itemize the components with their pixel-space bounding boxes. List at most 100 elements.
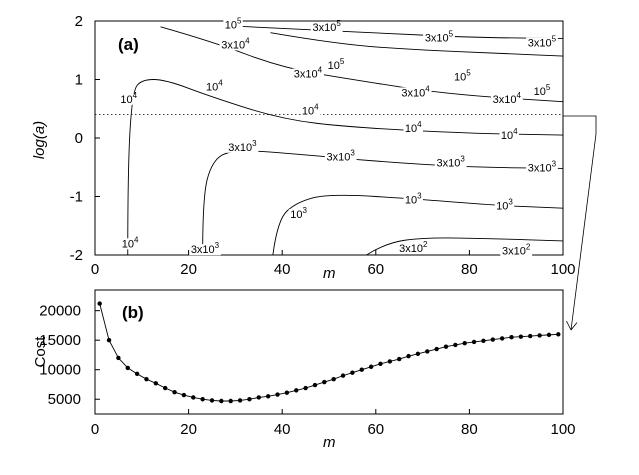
contour-label-backdrop — [397, 242, 430, 254]
contour-label: 104 — [405, 120, 422, 135]
contour-label-backdrop — [310, 21, 343, 33]
cost-point — [359, 367, 364, 372]
contour-label: 3x103 — [327, 149, 356, 164]
contour-label-exponent: 4 — [425, 84, 430, 93]
x-tick-label: 20 — [180, 421, 197, 438]
contour-label-exponent: 3 — [460, 155, 465, 164]
cost-line — [99, 303, 559, 402]
contour-line — [202, 150, 564, 256]
contour-label-base: 10 — [290, 209, 302, 221]
contour-label-backdrop — [403, 194, 423, 206]
cost-point — [125, 365, 130, 371]
y-axis-ticks: -2 -1 0 1 2 — [70, 13, 100, 264]
cost-point — [340, 373, 346, 378]
contour-label: 3x104 — [401, 84, 430, 99]
contour-label-exponent: 5 — [237, 17, 242, 26]
y-tick-label: -1 — [70, 189, 83, 206]
contour-label-exponent: 5 — [336, 19, 341, 28]
contour-label: 103 — [496, 197, 513, 212]
contour-label-backdrop — [292, 68, 324, 80]
connector-arrow — [563, 115, 597, 331]
contour-labels: 1051051051053x1053x1053x1053x1043x1043x1… — [118, 17, 558, 257]
y-tick-label: 2 — [75, 13, 83, 30]
cost-point — [181, 392, 187, 398]
contour-label-exponent: 2 — [423, 240, 428, 249]
x-axis-ticks: 0 20 40 60 80 100 — [91, 409, 576, 438]
contour-label: 105 — [534, 83, 551, 98]
contour-label-backdrop — [500, 245, 533, 257]
y-tick-label: 0 — [75, 130, 83, 147]
cost-point — [462, 340, 467, 346]
contour-label-base: 10 — [496, 200, 508, 212]
contour-label: 104 — [206, 79, 223, 94]
contour-label-backdrop — [494, 200, 515, 212]
contour-label-backdrop — [326, 59, 346, 71]
contour-label-exponent: 4 — [245, 36, 250, 45]
contour-label-exponent: 2 — [526, 242, 531, 251]
cost-point — [275, 392, 280, 397]
contour-label-base: 3x10 — [191, 244, 215, 256]
cost-series — [97, 301, 561, 404]
panel-a-label: (a) — [118, 35, 139, 54]
x-tick-label: 0 — [91, 261, 99, 278]
cost-point — [434, 346, 439, 352]
cost-point — [322, 379, 327, 385]
contour-label-base: 3x10 — [425, 32, 449, 44]
y-tick-label: 1 — [75, 72, 83, 89]
cost-point — [191, 395, 196, 400]
contour-label-backdrop — [226, 141, 259, 153]
contour-label-base: 3x10 — [528, 162, 552, 174]
contour-label-base: 3x10 — [502, 245, 526, 257]
cost-point — [312, 382, 318, 388]
contour-label-base: 10 — [454, 72, 466, 84]
contour-label: 105 — [225, 17, 242, 32]
cost-point — [153, 381, 159, 386]
contour-label: 104 — [120, 91, 137, 106]
contour-label-backdrop — [526, 37, 558, 49]
contour-label-base: 10 — [206, 82, 218, 94]
x-axis-label-a: m — [323, 265, 336, 282]
cost-point — [509, 335, 514, 340]
contour-label: 3x105 — [425, 29, 454, 44]
contour-label-base: 10 — [122, 238, 134, 250]
cost-point — [406, 353, 411, 359]
contour-label-backdrop — [490, 93, 523, 105]
y-tick-label: 5000 — [48, 391, 81, 408]
cost-point — [219, 398, 224, 404]
contour-label-exponent: 3 — [417, 191, 422, 200]
cost-point — [237, 398, 243, 403]
x-tick-label: 60 — [367, 261, 384, 278]
x-tick-label: 80 — [461, 261, 478, 278]
contour-label-backdrop — [288, 209, 309, 221]
contour-label-base: 3x10 — [493, 94, 517, 106]
cost-point — [247, 397, 252, 402]
contour-label-exponent: 3 — [350, 149, 355, 158]
contour-label-exponent: 3 — [552, 159, 557, 168]
contour-label-base: 10 — [501, 130, 513, 142]
contour-label-exponent: 4 — [417, 120, 422, 129]
contour-label: 104 — [302, 103, 319, 118]
contour-label-backdrop — [300, 105, 320, 117]
contour-label-backdrop — [526, 162, 558, 174]
contour-label-exponent: 4 — [513, 127, 518, 136]
cost-point — [294, 388, 299, 393]
contour-label-exponent: 4 — [134, 235, 139, 244]
contour-label: 103 — [405, 191, 422, 206]
contour-label-backdrop — [499, 130, 519, 142]
x-axis-ticks: 0 20 40 60 80 100 — [91, 250, 576, 278]
contour-line — [226, 25, 564, 39]
contour-label-base: 3x10 — [327, 152, 351, 164]
x-tick-label: 40 — [274, 261, 291, 278]
x-tick-label: 60 — [367, 421, 384, 438]
contour-label-backdrop — [219, 39, 252, 51]
contour-label-backdrop — [452, 71, 473, 83]
cost-point — [331, 376, 336, 382]
contour-label: 3x103 — [228, 139, 257, 154]
contour-label: 104 — [501, 127, 518, 142]
contour-label: 104 — [122, 235, 139, 250]
cost-point — [256, 395, 261, 400]
cost-point — [163, 385, 168, 391]
contour-label-backdrop — [399, 87, 432, 99]
contour-label-exponent: 5 — [449, 29, 454, 38]
